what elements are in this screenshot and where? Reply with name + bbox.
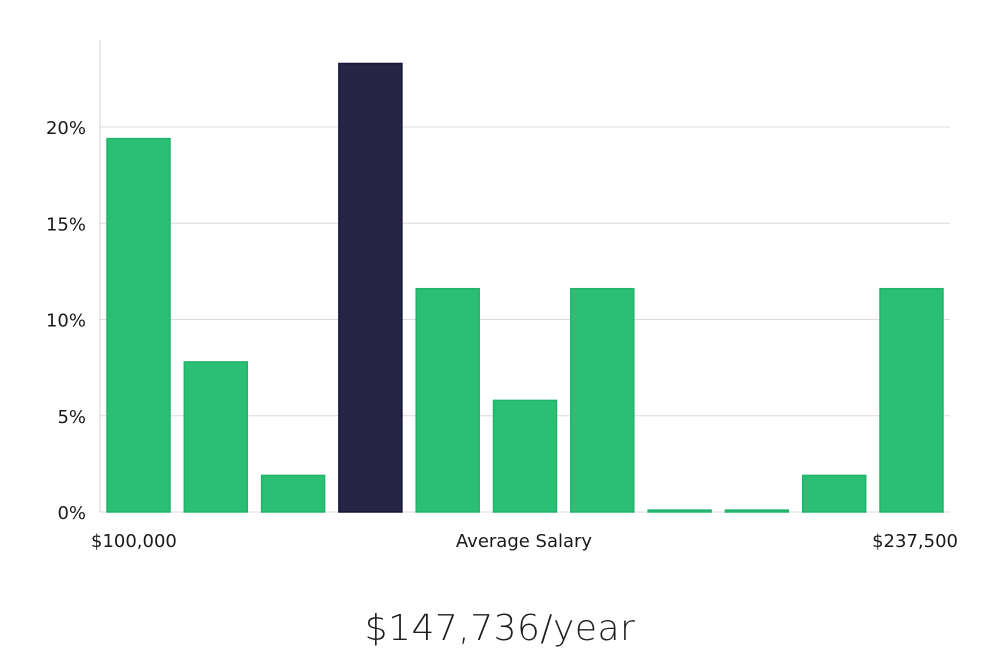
bar (801, 474, 867, 513)
bar (183, 361, 249, 513)
x-max-label: $237,500 (872, 531, 958, 552)
bar (260, 474, 326, 513)
y-tick-label: 10% (46, 311, 86, 332)
x-axis-label: Average Salary (456, 531, 593, 552)
y-tick-label: 5% (57, 407, 86, 428)
salary-histogram: 0% 5% 10% 15% 20% $100,000 Average Salary $2… (46, 40, 958, 552)
y-tick-label: 0% (57, 503, 86, 524)
bar (415, 287, 480, 513)
bar (106, 137, 171, 513)
bars (106, 62, 944, 513)
bar-highlighted (338, 62, 403, 513)
bar (570, 287, 635, 513)
bar (647, 509, 712, 513)
y-tick-label: 15% (46, 214, 86, 235)
bar (879, 287, 944, 513)
bar (724, 509, 790, 513)
y-tick-label: 20% (46, 118, 86, 139)
bar (492, 399, 558, 513)
y-tick-labels: 0% 5% 10% 15% 20% (46, 118, 86, 524)
average-salary-value: $147,736/year (364, 608, 636, 649)
x-min-label: $100,000 (91, 531, 177, 552)
